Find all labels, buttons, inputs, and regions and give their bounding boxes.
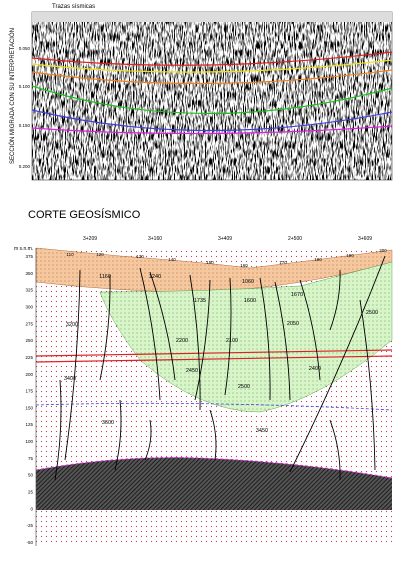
depth-label: 350	[25, 271, 33, 276]
chainage-label: 3+409	[218, 236, 232, 242]
depth-label: 250	[25, 338, 33, 343]
section-panel: m s.n.m.	[14, 246, 393, 546]
depth-label: 100	[25, 439, 33, 444]
depth-label: 175	[25, 389, 33, 394]
depth-label: 150	[25, 405, 33, 410]
depth-label: 225	[25, 355, 33, 360]
velocity-label: 3200	[66, 322, 78, 328]
velocity-label: 3400	[64, 376, 76, 382]
chainage-label: 2+500	[288, 236, 302, 242]
fault	[194, 279, 211, 401]
fault	[54, 379, 62, 481]
station-label: 190	[346, 253, 354, 258]
velocity-label: 1240	[149, 274, 161, 280]
time-label: 0.050	[19, 46, 31, 51]
station-label: 120	[96, 252, 104, 257]
fault	[289, 255, 386, 473]
fault	[64, 269, 81, 461]
depth-label: 375	[25, 254, 33, 259]
chainage-label: 3+609	[358, 236, 372, 242]
velocity-label: 1735	[194, 298, 206, 304]
station-label: 150	[206, 260, 214, 265]
seismic-side-label: SECCIÓN MIGRADA CON SU INTERPRETACIÓN	[9, 28, 16, 164]
station-label: 180	[314, 257, 322, 262]
depth-label: 325	[25, 288, 33, 293]
time-label: 0.200	[19, 164, 31, 169]
station-label: 140	[168, 257, 176, 262]
fault	[139, 267, 161, 401]
velocity-label: 1160	[99, 274, 111, 280]
chainage-label: 3+160	[148, 236, 162, 242]
depth-label: 0	[30, 506, 33, 511]
seismic-traces	[32, 22, 392, 180]
depth-label: 200	[25, 372, 33, 377]
depth-label: 275	[25, 321, 33, 326]
units-label: m s.n.m.	[14, 246, 33, 252]
velocity-label: 1060	[242, 279, 254, 285]
fault	[259, 277, 271, 401]
depth-label: 300	[25, 304, 33, 309]
station-label: 200	[379, 248, 387, 253]
time-label: 0.150	[19, 123, 31, 128]
fault	[149, 271, 176, 381]
fault	[209, 409, 217, 461]
seismic-panel: Trazas sísmicas SECCIÓN MIGRADA CON SU I…	[9, 4, 393, 181]
depth-label: 50	[28, 473, 34, 478]
fault	[359, 299, 376, 471]
velocity-label: 2200	[176, 338, 188, 344]
station-label: 170	[279, 260, 287, 265]
velocity-label: 2050	[287, 321, 299, 327]
layer-lens	[99, 261, 393, 413]
fault	[144, 419, 152, 461]
depth-label: 125	[25, 422, 33, 427]
velocity-label: 2500	[238, 384, 250, 390]
fault	[299, 279, 321, 381]
depth-label: 25	[28, 490, 34, 495]
velocity-label: 2100	[226, 338, 238, 344]
velocity-label: 2400	[309, 366, 321, 372]
velocity-label: 3450	[256, 428, 268, 434]
fault	[329, 269, 341, 331]
basement	[36, 457, 392, 510]
faults	[54, 255, 386, 481]
fault	[189, 274, 201, 411]
station-label: 130	[136, 254, 144, 259]
fault	[329, 419, 341, 481]
station-label: 110	[66, 252, 74, 257]
station-label: 160	[240, 263, 248, 268]
depth-label: 75	[28, 456, 34, 461]
velocity-label: 2450	[186, 368, 198, 374]
velocity-label: 1600	[244, 298, 256, 304]
velocity-label: 2500	[366, 310, 378, 316]
velocity-label: 1670	[291, 292, 303, 298]
chainage-label: 3+209	[83, 236, 97, 242]
fault	[274, 281, 291, 401]
time-label: 0.100	[19, 84, 31, 89]
velocity-label: 3600	[102, 420, 114, 426]
depth-label: -50	[26, 540, 33, 545]
section-title: CORTE GEOSÍSMICO	[28, 208, 141, 221]
fault	[114, 399, 122, 471]
fault	[99, 274, 111, 381]
fault	[224, 277, 232, 396]
horizons	[31, 51, 393, 135]
seismic-header: Trazas sísmicas	[52, 4, 95, 10]
trace-header	[32, 12, 392, 22]
depth-label: -25	[26, 523, 33, 528]
